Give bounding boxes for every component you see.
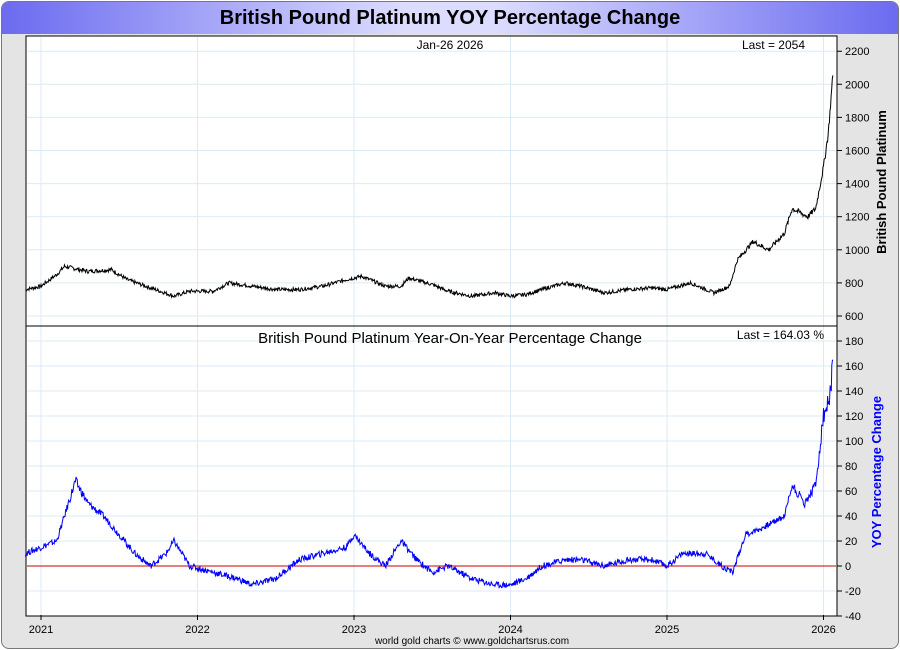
y-tick-label: 1600: [845, 146, 869, 158]
y-tick-label: 100: [845, 436, 863, 448]
y-tick-label: 1000: [845, 245, 869, 257]
yoy-series-line: [24, 359, 834, 589]
y-tick-label: -40: [845, 611, 861, 623]
top-y-axis-label: British Pound Platinum: [874, 110, 889, 254]
y-tick-label: 60: [845, 486, 857, 498]
x-tick-label: 2023: [342, 624, 366, 636]
y-tick-label: 180: [845, 336, 863, 348]
y-tick-label: 140: [845, 386, 863, 398]
y-tick-label: 0: [845, 561, 851, 573]
y-tick-label: 40: [845, 511, 857, 523]
y-tick-label: 120: [845, 411, 863, 423]
x-tick-label: 2024: [498, 624, 522, 636]
bottom-y-axis-label: YOY Percentage Change: [869, 396, 884, 548]
y-tick-label: 80: [845, 461, 857, 473]
y-tick-label: 20: [845, 536, 857, 548]
top-panel-date: Jan-26 2026: [417, 38, 484, 52]
chart-title: British Pound Platinum YOY Percentage Ch…: [2, 2, 898, 34]
bottom-panel-title: British Pound Platinum Year-On-Year Perc…: [258, 330, 642, 347]
x-tick-label: 2026: [811, 624, 835, 636]
y-tick-label: 1200: [845, 212, 869, 224]
y-tick-label: 1400: [845, 179, 869, 191]
bottom-panel-last-value: Last = 164.03 %: [737, 328, 824, 342]
y-tick-label: 2000: [845, 79, 869, 91]
y-tick-label: 600: [845, 311, 863, 323]
footer-credit: world gold charts © www.goldchartsrus.co…: [374, 636, 569, 647]
y-tick-label: -20: [845, 586, 861, 598]
y-tick-label: 800: [845, 278, 863, 290]
top-panel-last-value: Last = 2054: [742, 38, 805, 52]
x-tick-label: 2025: [655, 624, 679, 636]
y-tick-label: 160: [845, 361, 863, 373]
y-tick-label: 1800: [845, 112, 869, 124]
x-tick-label: 2021: [29, 624, 53, 636]
price-series-line: [25, 75, 834, 300]
x-tick-label: 2022: [185, 624, 209, 636]
y-tick-label: 2200: [845, 46, 869, 58]
